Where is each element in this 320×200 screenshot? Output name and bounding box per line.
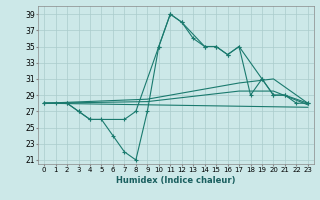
X-axis label: Humidex (Indice chaleur): Humidex (Indice chaleur) — [116, 176, 236, 185]
